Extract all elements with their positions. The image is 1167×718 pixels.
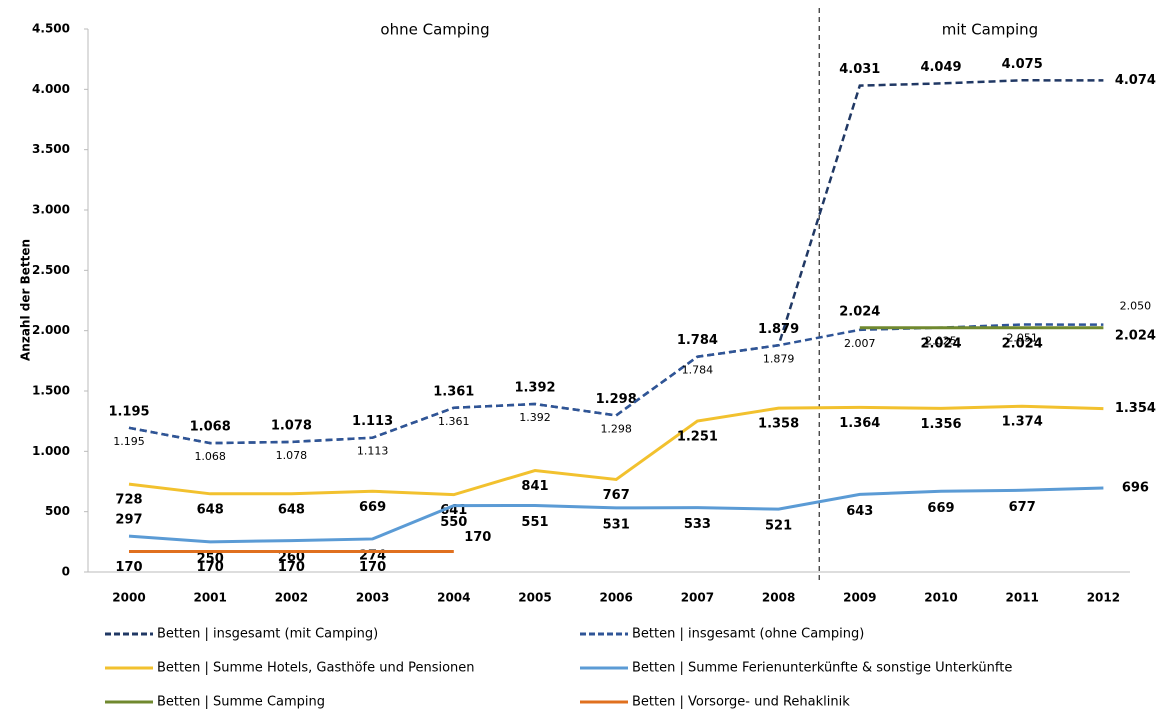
x-tick-label: 2009	[843, 591, 876, 605]
data-label: 2.007	[844, 337, 876, 350]
y-tick-label: 1.000	[32, 444, 70, 458]
data-label: 1.354	[1115, 401, 1156, 416]
legend-label: Betten | insgesamt (mit Camping)	[157, 627, 378, 642]
data-label: 648	[197, 502, 224, 517]
x-tick-label: 2010	[924, 591, 957, 605]
data-label: 1.068	[190, 420, 231, 435]
y-tick-label: 2.000	[32, 323, 70, 337]
data-label: 1.078	[276, 449, 308, 462]
x-tick-label: 2004	[437, 591, 470, 605]
data-label: 767	[603, 488, 630, 503]
data-label: 696	[1122, 481, 1149, 496]
y-tick-label: 3.500	[32, 142, 70, 156]
data-label: 2.050	[1120, 300, 1152, 313]
annotation: mit Camping	[942, 21, 1038, 39]
legend-label: Betten | Summe Camping	[157, 695, 325, 710]
data-label: 643	[846, 504, 873, 519]
data-label: 4.049	[920, 60, 961, 75]
legend-label: Betten | Summe Hotels, Gasthöfe und Pens…	[157, 661, 475, 676]
y-tick-label: 2.500	[32, 263, 70, 277]
data-label: 297	[115, 513, 142, 528]
data-label: 1.078	[271, 418, 312, 433]
data-label: 551	[521, 515, 548, 530]
data-label: 4.075	[1002, 57, 1043, 72]
x-tick-label: 2007	[681, 591, 714, 605]
data-label: 170	[197, 560, 224, 575]
data-label: 170	[115, 560, 142, 575]
data-label: 4.031	[839, 62, 880, 77]
data-label: 1.195	[108, 404, 149, 419]
data-label: 550	[440, 515, 467, 530]
data-label: 1.784	[682, 364, 714, 377]
data-label: 1.374	[1002, 415, 1043, 430]
data-label: 4.074	[1115, 73, 1156, 88]
legend-label: Betten | Summe Ferienunterkünfte & sonst…	[632, 661, 1012, 676]
data-label: 260	[278, 550, 305, 565]
data-label: 1.113	[357, 445, 389, 458]
data-label: 1.364	[839, 416, 880, 431]
data-label: 841	[521, 479, 548, 494]
data-label: 669	[359, 500, 386, 515]
data-label: 170	[359, 560, 386, 575]
y-tick-label: 0	[62, 565, 70, 579]
y-tick-label: 4.500	[32, 22, 70, 36]
data-label: 1.784	[677, 333, 718, 348]
y-tick-label: 3.000	[32, 203, 70, 217]
data-label: 170	[464, 530, 491, 545]
data-label: 2.024	[839, 304, 880, 319]
y-axis-label: Anzahl der Betten	[19, 239, 33, 361]
data-label: 1.068	[194, 450, 226, 463]
data-label: 1.195	[113, 435, 145, 448]
data-label: 669	[927, 501, 954, 516]
series-line	[128, 404, 1104, 497]
data-label: 521	[765, 519, 792, 534]
data-label: 2.024	[1002, 336, 1043, 351]
data-label: 728	[115, 493, 142, 508]
data-label: 1.361	[433, 384, 474, 399]
data-label: 1.113	[352, 414, 393, 429]
data-label: 533	[684, 517, 711, 532]
x-tick-label: 2012	[1087, 591, 1120, 605]
x-tick-label: 2005	[518, 591, 551, 605]
x-tick-label: 2003	[356, 591, 389, 605]
data-label: 1.392	[519, 411, 551, 424]
series-line	[128, 79, 1104, 445]
y-tick-label: 500	[45, 504, 70, 518]
y-tick-label: 4.000	[32, 82, 70, 96]
x-tick-label: 2002	[275, 591, 308, 605]
annotation: ohne Camping	[380, 21, 489, 39]
data-label: 1.879	[763, 352, 795, 365]
data-label: 1.361	[438, 415, 470, 428]
x-tick-label: 2008	[762, 591, 795, 605]
y-tick-label: 1.500	[32, 384, 70, 398]
data-label: 1.879	[758, 322, 799, 337]
data-label: 2.024	[1115, 328, 1156, 343]
data-label: 648	[278, 502, 305, 517]
data-label: 2.051	[1006, 332, 1038, 345]
data-label: 1.392	[514, 381, 555, 396]
legend-label: Betten | Vorsorge- und Rehaklinik	[632, 695, 850, 710]
legend-label: Betten | insgesamt (ohne Camping)	[632, 627, 864, 642]
data-label: 1.251	[677, 430, 718, 445]
series-line	[128, 486, 1104, 544]
data-label: 2.024	[920, 336, 961, 351]
data-label: 1.358	[758, 417, 799, 432]
data-label: 1.298	[596, 392, 637, 407]
data-label: 2.025	[925, 335, 957, 348]
data-label: 1.356	[920, 417, 961, 432]
data-label: 250	[197, 551, 224, 566]
data-label: 1.298	[600, 422, 632, 435]
x-tick-label: 2006	[599, 591, 632, 605]
x-tick-label: 2011	[1005, 591, 1038, 605]
data-label: 531	[603, 517, 630, 532]
x-tick-label: 2001	[193, 591, 226, 605]
x-tick-label: 2000	[112, 591, 145, 605]
data-label: 170	[278, 560, 305, 575]
data-label: 677	[1009, 500, 1036, 515]
